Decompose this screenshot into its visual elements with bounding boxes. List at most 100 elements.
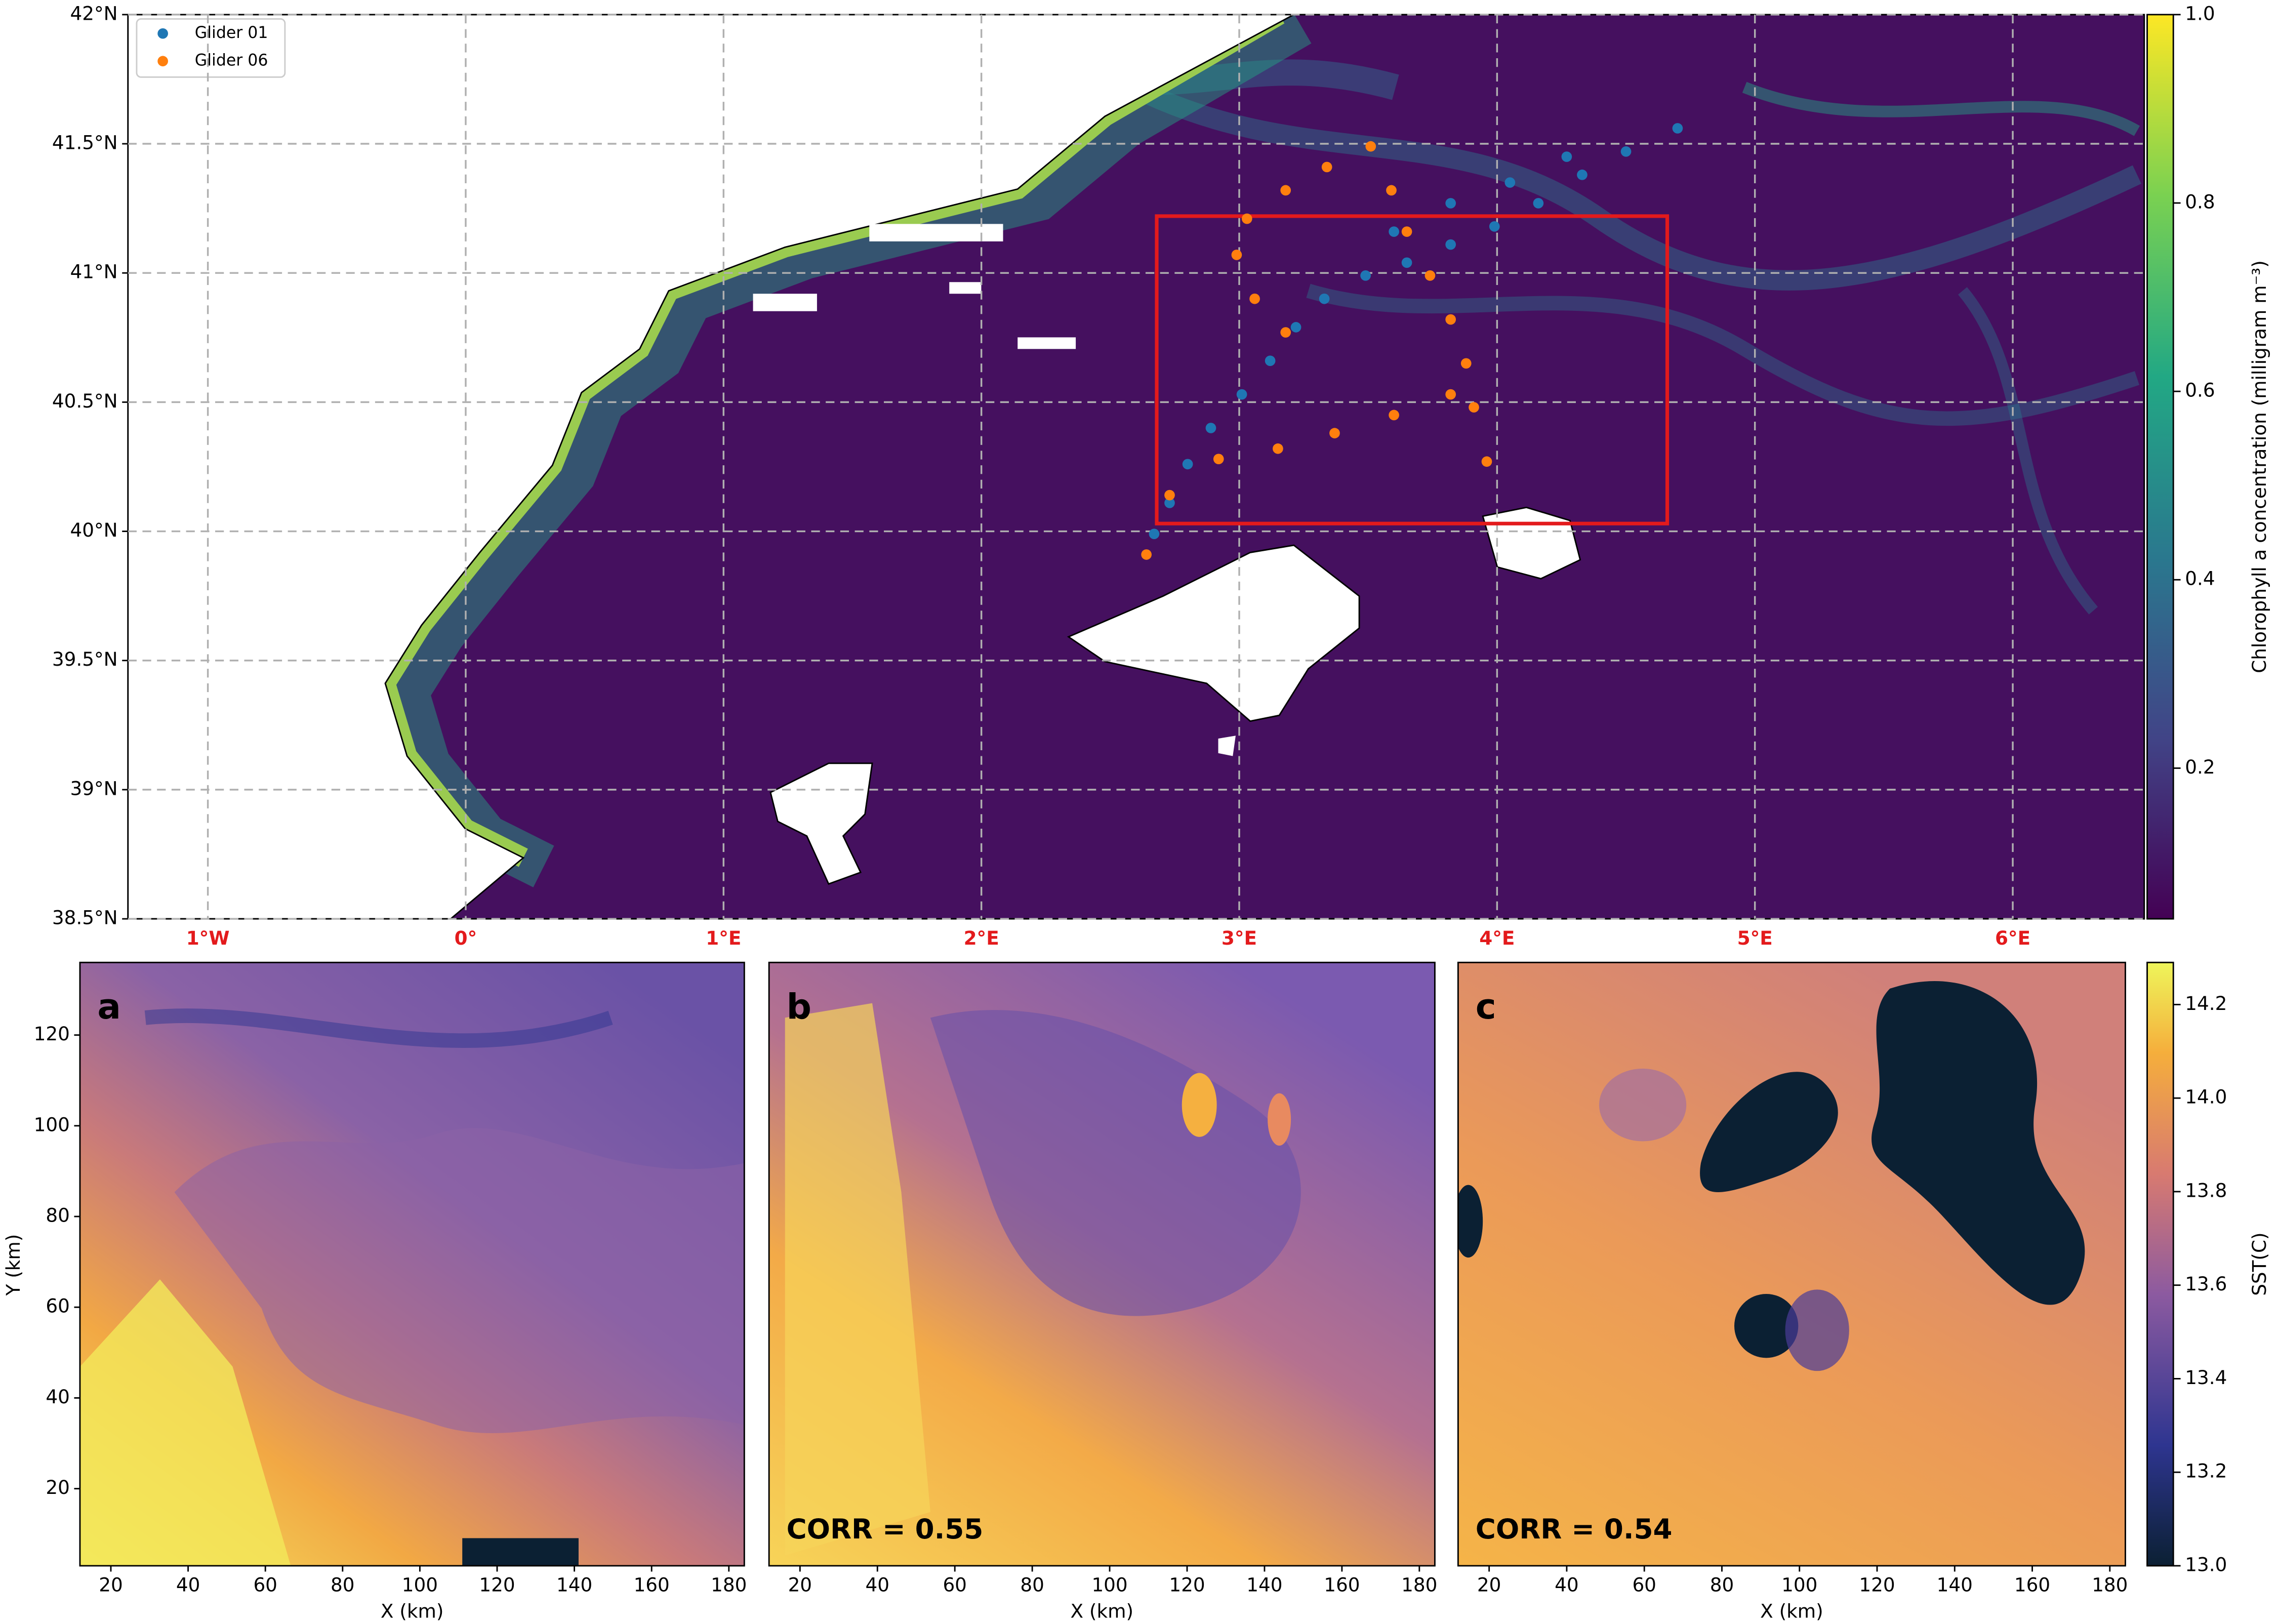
- panel-letter: c: [1476, 987, 1496, 1027]
- correlation-annotation: CORR = 0.55: [787, 1513, 984, 1545]
- region-box: [1155, 214, 1670, 525]
- glider-point: [1445, 314, 1456, 325]
- panel-frame: [768, 961, 1436, 1567]
- panel-a-image: [79, 962, 745, 1566]
- colorbar-tick-label: 13.0: [2185, 1553, 2227, 1575]
- glider-point: [1401, 257, 1412, 268]
- colorbar-label: SST(C): [2248, 1232, 2270, 1295]
- y-tick-label: 39.5°N: [52, 648, 118, 670]
- x-tick-label: 20: [788, 1574, 812, 1596]
- x-tick-label: 140: [556, 1574, 592, 1596]
- x-tick-label: 40: [176, 1574, 200, 1596]
- y-tick-label: 39°N: [70, 777, 118, 799]
- legend-marker: [157, 28, 168, 39]
- glider-point: [1241, 213, 1252, 224]
- y-tick-label: 120: [34, 1023, 70, 1045]
- glider-point: [1360, 270, 1371, 281]
- x-tick-label: 0°: [455, 927, 477, 949]
- glider-point: [1386, 185, 1397, 196]
- x-tick-label: 4°E: [1479, 927, 1515, 949]
- colorbar-tick-label: 0.6: [2185, 379, 2215, 401]
- glider-point: [1164, 498, 1175, 508]
- x-tick-label: 180: [2092, 1574, 2128, 1596]
- glider-point: [1481, 456, 1492, 467]
- glider-point: [1445, 389, 1456, 400]
- x-tick-label: 80: [331, 1574, 355, 1596]
- glider-point: [1365, 141, 1376, 152]
- glider-point: [1321, 161, 1332, 173]
- glider-point: [1236, 389, 1247, 400]
- glider-point: [1445, 198, 1456, 209]
- x-tick-label: 160: [1324, 1574, 1360, 1596]
- colorbar-tick-label: 0.4: [2185, 567, 2215, 590]
- colorbar-tick-label: 13.4: [2185, 1366, 2227, 1389]
- y-axis-label: Y (km): [2, 1234, 24, 1296]
- legend-label: Glider 06: [195, 52, 268, 70]
- colorbar-tick-label: 14.0: [2185, 1086, 2227, 1108]
- x-tick-label: 1°W: [186, 927, 230, 949]
- y-tick-label: 42°N: [70, 2, 118, 24]
- y-tick-label: 40°N: [70, 519, 118, 541]
- glider-point: [1401, 226, 1412, 237]
- x-tick-label: 2°E: [964, 927, 999, 949]
- panel-letter: b: [787, 987, 811, 1027]
- y-tick-label: 40.5°N: [52, 390, 118, 412]
- colorbar: [2146, 14, 2174, 920]
- glider-point: [1389, 410, 1399, 421]
- x-tick-label: 160: [2014, 1574, 2050, 1596]
- x-axis-label: X (km): [381, 1600, 444, 1622]
- colorbar-tick-label: 13.8: [2185, 1179, 2227, 1201]
- colorbar-tick-label: 0.8: [2185, 190, 2215, 213]
- legend: [136, 18, 286, 78]
- colorbar-tick-label: 14.2: [2185, 992, 2227, 1014]
- glider-point: [1280, 327, 1291, 338]
- x-tick-label: 180: [1401, 1574, 1437, 1596]
- colorbar-label: Chlorophyll a concentration (milligram m…: [2248, 260, 2270, 673]
- glider-point: [1231, 250, 1242, 260]
- glider-point: [1273, 443, 1283, 454]
- x-tick-label: 5°E: [1737, 927, 1773, 949]
- x-tick-label: 100: [1781, 1574, 1817, 1596]
- glider-point: [1290, 322, 1301, 333]
- glider-point: [1141, 549, 1152, 560]
- panel-frame: [1457, 961, 2126, 1567]
- panel-frame: [79, 961, 745, 1567]
- x-tick-label: 160: [634, 1574, 670, 1596]
- x-axis-label: X (km): [1070, 1600, 1133, 1622]
- legend-marker: [157, 56, 168, 67]
- panel-c-image: [1458, 962, 2126, 1566]
- x-tick-label: 20: [1477, 1574, 1501, 1596]
- colorbar-tick-label: 0.2: [2185, 756, 2215, 778]
- y-tick-label: 100: [34, 1113, 70, 1135]
- glider-point: [1445, 239, 1456, 250]
- y-tick-label: 40: [46, 1386, 70, 1408]
- glider-point: [1577, 169, 1588, 180]
- x-tick-label: 80: [1020, 1574, 1044, 1596]
- glider-point: [1425, 270, 1436, 281]
- y-tick-label: 20: [46, 1476, 70, 1498]
- glider-point: [1164, 490, 1175, 501]
- x-tick-label: 140: [1937, 1574, 1973, 1596]
- glider-point: [1265, 355, 1276, 367]
- x-tick-label: 180: [711, 1574, 747, 1596]
- panel-b-image: [769, 962, 1435, 1566]
- panel-letter: a: [97, 987, 121, 1027]
- glider-point: [1213, 454, 1224, 464]
- x-tick-label: 100: [1091, 1574, 1127, 1596]
- glider-point: [1504, 177, 1516, 188]
- glider-point: [1489, 221, 1500, 232]
- x-tick-label: 120: [1169, 1574, 1205, 1596]
- x-axis-label: X (km): [1760, 1600, 1823, 1622]
- glider-point: [1460, 358, 1472, 369]
- colorbar-tick-label: 13.6: [2185, 1273, 2227, 1295]
- x-tick-label: 6°E: [1995, 927, 2030, 949]
- glider-point: [1205, 423, 1216, 433]
- x-tick-label: 20: [99, 1574, 123, 1596]
- colorbar-tick-label: 1.0: [2185, 2, 2215, 24]
- glider-point: [1319, 293, 1330, 304]
- glider-point: [1620, 146, 1632, 157]
- glider-point: [1533, 198, 1544, 209]
- colorbar-tick-label: 13.2: [2185, 1460, 2227, 1482]
- glider-point: [1469, 402, 1479, 413]
